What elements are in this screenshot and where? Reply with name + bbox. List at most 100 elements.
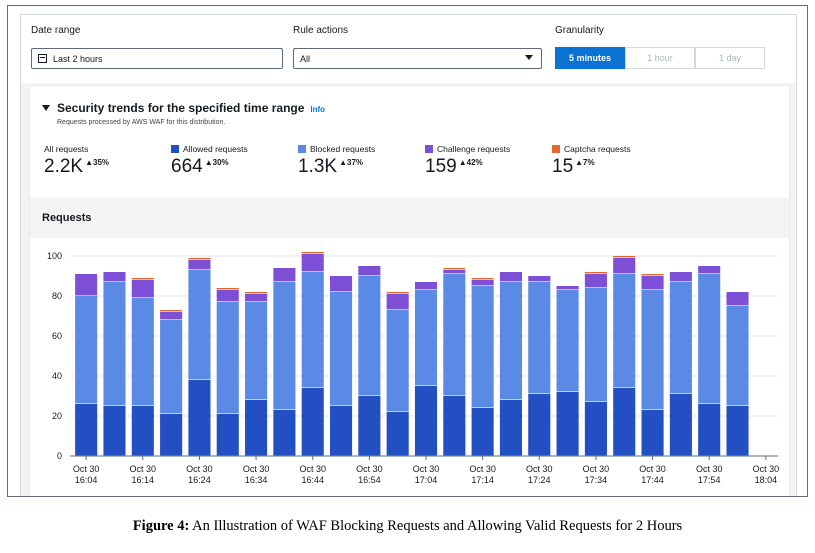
bar-challenge (584, 274, 607, 288)
bar-allowed (273, 410, 296, 456)
metric-delta: ▲37% (339, 158, 364, 167)
bar-blocked (329, 292, 353, 406)
section-header: Security trends for the specified time r… (30, 86, 789, 134)
metric-label: Allowed requests (171, 144, 248, 154)
metric-label: Captcha requests (552, 144, 631, 154)
rule-actions-select[interactable]: All (293, 48, 542, 69)
bar-challenge (641, 276, 664, 290)
granularity-segmented-control: 5 minutes 1 hour 1 day (555, 47, 765, 69)
blocked-swatch (298, 145, 306, 153)
metric-captcha-requests: Captcha requests 15 ▲7% (552, 144, 631, 178)
bar-challenge (103, 272, 126, 282)
bar-captcha (443, 268, 466, 270)
metric-delta: ▲35% (85, 158, 110, 167)
date-range-label: Date range (31, 25, 81, 36)
info-link[interactable]: Info (310, 105, 326, 114)
x-tick-label-date: Oct 30 (243, 464, 270, 474)
bar-allowed (443, 396, 466, 456)
captcha-swatch (552, 145, 560, 153)
x-tick-label-date: Oct 30 (299, 464, 326, 474)
rule-actions-value: All (300, 53, 311, 64)
x-tick-label-date: Oct 30 (130, 464, 157, 474)
filter-bar: Date range Last 2 hours Rule actions All… (21, 15, 796, 83)
screenshot-frame: Date range Last 2 hours Rule actions All… (7, 5, 808, 497)
x-tick-label-date: Oct 30 (526, 464, 553, 474)
bar-allowed (188, 380, 211, 456)
calendar-icon (38, 54, 47, 63)
granularity-1-day[interactable]: 1 day (695, 47, 765, 69)
security-trends-container: Security trends for the specified time r… (29, 85, 790, 496)
x-tick-label-date: Oct 30 (696, 464, 723, 474)
x-tick-label-date: Oct 30 (639, 464, 666, 474)
chevron-down-icon (525, 55, 533, 60)
bar-blocked (613, 274, 636, 388)
bar-challenge (499, 272, 523, 282)
x-tick-label-date: Oct 30 (753, 464, 780, 474)
metric-value: 1.3K ▲37% (298, 156, 364, 177)
x-tick-label-date: Oct 30 (583, 464, 610, 474)
caret-down-icon[interactable] (42, 105, 50, 111)
metric-value: 2.2K ▲35% (44, 156, 110, 177)
bar-blocked (188, 270, 211, 380)
metric-blocked-requests: Blocked requests 1.3K ▲37% (298, 144, 375, 178)
x-tick-label-date: Oct 30 (356, 464, 383, 474)
requests-title: Requests (42, 212, 92, 224)
bar-blocked (698, 274, 721, 404)
bar-blocked (131, 298, 154, 406)
rule-actions-label: Rule actions (293, 25, 349, 36)
bar-challenge (160, 312, 183, 320)
bar-captcha (216, 288, 239, 290)
bar-challenge (726, 292, 749, 306)
bar-challenge (471, 280, 494, 286)
bar-captcha (188, 258, 211, 260)
metrics-row: All requests 2.2K ▲35% Allowed requests 6… (30, 144, 789, 200)
bar-blocked (216, 302, 239, 414)
bar-allowed (358, 396, 381, 456)
metric-challenge-requests: Challenge requests 159 ▲42% (425, 144, 510, 178)
requests-header: Requests (30, 198, 789, 238)
bar-allowed (245, 400, 268, 456)
bar-captcha (386, 292, 409, 294)
bar-allowed (160, 414, 183, 456)
date-range-field[interactable]: Last 2 hours (31, 48, 283, 69)
x-tick-label-date: Oct 30 (73, 464, 100, 474)
metric-value: 15 ▲7% (552, 156, 595, 177)
bar-captcha (131, 278, 154, 280)
x-tick-label-time: 17:04 (415, 475, 438, 485)
x-tick-label-time: 17:44 (641, 475, 664, 485)
bar-allowed (103, 406, 126, 456)
bar-blocked (556, 290, 579, 392)
metric-value: 159 ▲42% (425, 156, 483, 177)
bar-challenge (443, 270, 466, 274)
bar-captcha (471, 278, 494, 280)
x-tick-label-time: 17:34 (585, 475, 608, 485)
dashboard-panel: Date range Last 2 hours Rule actions All… (20, 14, 797, 496)
bar-allowed (414, 386, 438, 456)
bar-blocked (386, 310, 409, 412)
bar-captcha (613, 256, 636, 258)
x-tick-label-date: Oct 30 (413, 464, 440, 474)
metric-delta: ▲30% (204, 158, 229, 167)
granularity-5-minutes[interactable]: 5 minutes (555, 47, 625, 69)
bar-challenge (329, 276, 353, 292)
bar-challenge (698, 266, 721, 274)
bar-captcha (160, 310, 183, 312)
bar-challenge (245, 294, 268, 302)
bar-challenge (613, 258, 636, 274)
bar-allowed (726, 406, 749, 456)
bar-allowed (584, 402, 607, 456)
metric-delta: ▲42% (458, 158, 483, 167)
x-tick-label-time: 16:54 (358, 475, 381, 485)
bar-challenge (358, 266, 381, 276)
section-title-text: Security trends for the specified time r… (57, 101, 305, 115)
bar-challenge (131, 280, 154, 298)
x-tick-label-date: Oct 30 (186, 464, 213, 474)
x-tick-label-time: 17:24 (528, 475, 551, 485)
x-tick-label-time: 16:34 (245, 475, 268, 485)
y-tick-label: 20 (52, 411, 62, 421)
granularity-1-hour[interactable]: 1 hour (625, 47, 695, 69)
section-description: Requests processed by AWS WAF for this d… (57, 119, 226, 126)
section-title[interactable]: Security trends for the specified time r… (57, 101, 325, 115)
x-tick-label-time: 16:14 (132, 475, 155, 485)
